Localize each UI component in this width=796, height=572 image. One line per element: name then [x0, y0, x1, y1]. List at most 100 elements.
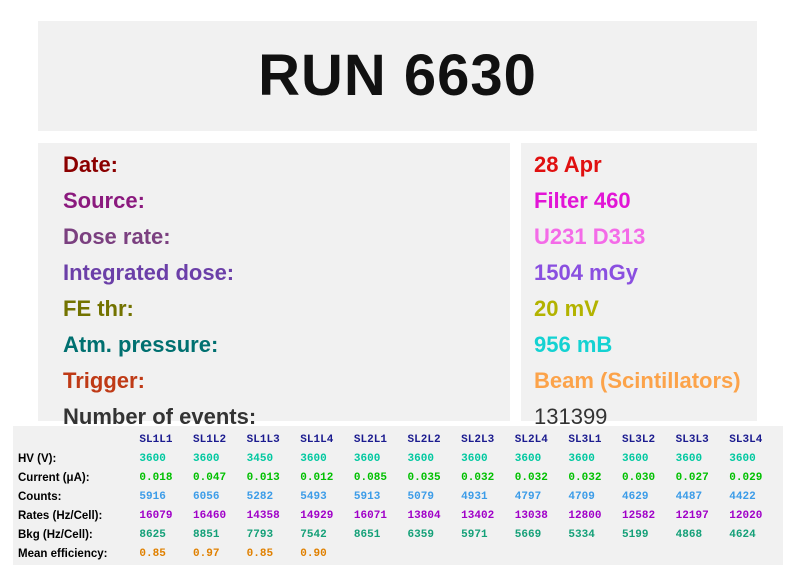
table-header: SL1L1 SL1L2 SL1L3 SL1L4 SL2L1 SL2L2 SL2L3 SL2L4… — [18, 430, 783, 449]
cell-mean-efficiency-sl2l1 — [354, 544, 408, 563]
cell-bkg-hz-cell-sl1l3: 7793 — [246, 528, 274, 541]
cell-rates-hz-cell-sl3l1: 12800 — [568, 509, 602, 522]
column-header-sl3l1: SL3L1 — [568, 433, 602, 446]
cell-bkg-hz-cell-sl2l3: 5971 — [461, 528, 488, 541]
cell-hv-v-sl3l2: 3600 — [622, 452, 649, 465]
table-row: Bkg (Hz/Cell): 8625 8851 7793 7542 8651 6359 59… — [18, 525, 783, 544]
cell-mean-efficiency-sl1l4: 0.90 — [300, 547, 327, 560]
cell-hv-v-sl3l1: 3600 — [568, 452, 595, 465]
cell-bkg-hz-cell-sl2l1: 8651 — [353, 528, 381, 541]
cell-mean-efficiency-sl3l1 — [568, 544, 622, 563]
cell-rates-hz-cell-sl3l3: 12197 — [675, 509, 709, 522]
column-header-sl3l2: SL3L2 — [622, 433, 656, 446]
cell-counts-sl3l2: 4629 — [622, 490, 649, 503]
info-value-atm-pressure: 956 mB — [534, 332, 613, 357]
table-row: Counts: 5916 6056 5282 5493 5913 5079 4931 4797 4… — [18, 487, 783, 506]
cell-hv-v-sl1l2: 3600 — [193, 452, 220, 465]
cell-current-a-sl1l4: 0.012 — [300, 471, 334, 484]
cell-mean-efficiency-sl2l3 — [461, 544, 515, 563]
cell-mean-efficiency-sl3l4 — [729, 544, 783, 563]
row-label-bkg-hz-cell: Bkg (Hz/Cell): — [18, 528, 93, 541]
cell-bkg-hz-cell-sl1l4: 7542 — [300, 528, 327, 541]
info-label-number-of-events: Number of events: — [63, 404, 257, 429]
cell-rates-hz-cell-sl2l4: 13038 — [514, 509, 548, 522]
row-label-current-a: Current (μA): — [18, 471, 90, 484]
row-label-hv-v: HV (V): — [18, 452, 57, 465]
table-row: Current (μA): 0.018 0.047 0.013 0.012 0.085 0.… — [18, 468, 783, 487]
cell-bkg-hz-cell-sl1l2: 8851 — [193, 528, 220, 541]
cell-current-a-sl2l3: 0.032 — [461, 471, 495, 484]
info-label-integrated-dose: Integrated dose: — [63, 260, 235, 285]
cell-current-a-sl1l3: 0.013 — [246, 471, 280, 484]
run-info-labels-panel: Date: Source: Dose rate: Integrated dose: FE… — [38, 143, 510, 429]
cell-mean-efficiency-sl2l4 — [515, 544, 569, 563]
info-label-source: Source: — [63, 188, 145, 213]
table-row: HV (V): 3600 3600 3450 3600 3600 3600 3600 3600 3… — [18, 449, 783, 468]
column-header-sl3l4: SL3L4 — [729, 433, 763, 446]
channel-statistics-panel: SL1L1 SL1L2 SL1L3 SL1L4 SL2L1 SL2L2 SL2L3 SL2L4… — [13, 426, 783, 565]
row-label-counts: Counts: — [18, 490, 62, 503]
info-value-integrated-dose: 1504 mGy — [534, 260, 638, 285]
cell-bkg-hz-cell-sl3l3: 4868 — [675, 528, 703, 541]
cell-counts-sl3l3: 4487 — [675, 490, 703, 503]
cell-counts-sl1l1: 5916 — [139, 490, 166, 503]
info-value-date: 28 Apr — [534, 152, 602, 177]
column-header-sl1l2: SL1L2 — [193, 433, 227, 446]
cell-hv-v-sl2l3: 3600 — [461, 452, 488, 465]
cell-bkg-hz-cell-sl3l1: 5334 — [568, 528, 595, 541]
cell-rates-hz-cell-sl3l2: 12582 — [622, 509, 656, 522]
column-header-sl1l3: SL1L3 — [246, 433, 280, 446]
info-label-dose-rate: Dose rate: — [63, 224, 171, 249]
cell-counts-sl2l4: 4797 — [514, 490, 542, 503]
cell-rates-hz-cell-sl2l3: 13402 — [461, 509, 495, 522]
row-label-mean-efficiency: Mean efficiency: — [18, 547, 108, 560]
cell-mean-efficiency-sl3l2 — [622, 544, 676, 563]
page-title: RUN 6630 — [258, 43, 537, 108]
cell-mean-efficiency-sl1l3: 0.85 — [246, 547, 274, 560]
table-row: Mean efficiency: 0.85 0.97 0.85 0.90 — [18, 544, 783, 563]
info-label-fe-thr: FE thr: — [63, 296, 134, 321]
cell-rates-hz-cell-sl1l4: 14929 — [300, 509, 334, 522]
column-header-sl1l1: SL1L1 — [139, 433, 173, 446]
cell-counts-sl3l4: 4422 — [729, 490, 756, 503]
table-header-row: SL1L1 SL1L2 SL1L3 SL1L4 SL2L1 SL2L2 SL2L3 SL2L4… — [18, 430, 783, 449]
column-header-sl2l2: SL2L2 — [407, 433, 441, 446]
cell-mean-efficiency-sl1l2: 0.97 — [193, 547, 220, 560]
cell-counts-sl1l3: 5282 — [246, 490, 274, 503]
column-header-sl2l3: SL2L3 — [461, 433, 495, 446]
cell-hv-v-sl3l4: 3600 — [729, 452, 756, 465]
cell-bkg-hz-cell-sl3l2: 5199 — [622, 528, 649, 541]
info-label-date: Date: — [63, 152, 119, 177]
column-header-sl2l1: SL2L1 — [353, 433, 387, 446]
column-header-sl3l3: SL3L3 — [675, 433, 709, 446]
cell-bkg-hz-cell-sl3l4: 4624 — [729, 528, 756, 541]
cell-current-a-sl2l2: 0.035 — [407, 471, 441, 484]
cell-mean-efficiency-sl1l1: 0.85 — [139, 547, 166, 560]
table-corner-cell — [18, 430, 139, 449]
table-row: Rates (Hz/Cell): 16079 16460 14358 14929 1607… — [18, 506, 783, 525]
cell-current-a-sl1l2: 0.047 — [193, 471, 227, 484]
cell-bkg-hz-cell-sl1l1: 8625 — [139, 528, 166, 541]
cell-current-a-sl2l4: 0.032 — [514, 471, 548, 484]
cell-rates-hz-cell-sl1l3: 14358 — [246, 509, 280, 522]
info-label-trigger: Trigger: — [63, 368, 145, 393]
column-header-sl2l4: SL2L4 — [514, 433, 548, 446]
channel-statistics-table: SL1L1 SL1L2 SL1L3 SL1L4 SL2L1 SL2L2 SL2L3 SL2L4… — [18, 430, 783, 563]
cell-current-a-sl3l1: 0.032 — [568, 471, 602, 484]
cell-hv-v-sl2l2: 3600 — [407, 452, 434, 465]
cell-current-a-sl3l2: 0.030 — [622, 471, 656, 484]
cell-bkg-hz-cell-sl2l2: 6359 — [407, 528, 434, 541]
cell-rates-hz-cell-sl3l4: 12020 — [729, 509, 763, 522]
info-value-number-of-events: 131399 — [534, 404, 608, 429]
cell-mean-efficiency-sl2l2 — [408, 544, 462, 563]
cell-hv-v-sl1l1: 3600 — [139, 452, 166, 465]
cell-hv-v-sl1l4: 3600 — [300, 452, 327, 465]
cell-current-a-sl3l3: 0.027 — [675, 471, 709, 484]
info-value-fe-thr: 20 mV — [534, 296, 599, 321]
cell-current-a-sl3l4: 0.029 — [729, 471, 763, 484]
cell-hv-v-sl3l3: 3600 — [675, 452, 703, 465]
cell-counts-sl3l1: 4709 — [568, 490, 595, 503]
info-value-trigger: Beam (Scintillators) — [534, 368, 741, 393]
cell-counts-sl2l2: 5079 — [407, 490, 434, 503]
cell-rates-hz-cell-sl2l2: 13804 — [407, 509, 441, 522]
